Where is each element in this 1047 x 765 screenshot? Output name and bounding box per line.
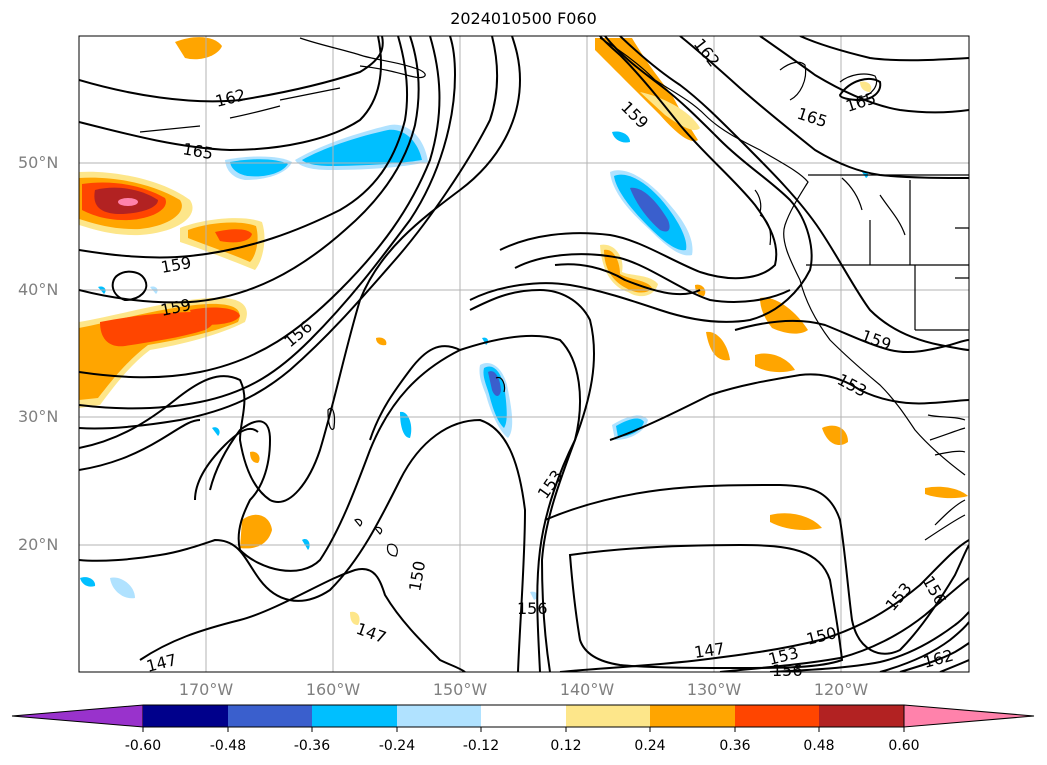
colorbar-tick-label: -0.60 (124, 738, 162, 754)
colorbar-swatch (735, 705, 819, 727)
contour-153 (209, 334, 581, 672)
contour-label: 165 (795, 104, 830, 132)
positive-anomaly-w3 (79, 297, 247, 408)
contour-labels: 162 165 159 159 156 147 150 153 156 147 … (144, 35, 955, 680)
colorbar-tick-label: -0.36 (293, 738, 331, 754)
lat-label: 30°N (18, 407, 59, 426)
contour-label: 147 (693, 639, 726, 662)
colorbar-swatch (650, 705, 735, 727)
contour-label: 147 (354, 619, 389, 647)
colorbar-extend-high (903, 704, 1035, 728)
contour-147-e (568, 543, 844, 669)
colorbar-tick-label: 0.12 (550, 738, 582, 754)
colorbar-tick-label: -0.12 (462, 738, 500, 754)
colorbar-tick-label: 0.24 (634, 738, 666, 754)
contour-165-nw (79, 36, 382, 152)
colorbar-tick-label: -0.24 (378, 738, 416, 754)
colorbar-tick-label: 0.36 (719, 738, 751, 754)
height-contours (79, 36, 969, 672)
positive-anomaly-c3 (706, 331, 730, 361)
contour-label: 150 (405, 559, 429, 592)
positive-anomaly-c5 (822, 425, 848, 446)
positive-anomaly-c7 (925, 486, 968, 499)
contour-162-nw (79, 36, 384, 103)
lon-label: 150°W (432, 680, 488, 699)
contour-147-w (139, 568, 466, 672)
positive-anomaly-c2 (760, 297, 808, 334)
contour-label: 165 (181, 139, 214, 163)
positive-anomaly-nw (79, 171, 193, 236)
contour-159-e (734, 319, 969, 354)
negative-anomaly-aleutian (225, 124, 428, 180)
colorbar-swatch (481, 705, 566, 727)
colorbar-extend-low (11, 704, 144, 728)
contour-label: 162 (213, 85, 247, 111)
colorbar-swatch (397, 705, 481, 727)
positive-anomaly-w2 (180, 218, 265, 270)
positive-anomaly-nw-top (175, 37, 222, 60)
contour-label: 156 (280, 317, 316, 351)
lon-label: 140°W (559, 680, 615, 699)
shading-layer (79, 37, 968, 625)
contour-label: 156 (772, 661, 803, 680)
negative-anomaly-central (400, 362, 648, 440)
lat-label: 40°N (18, 280, 59, 299)
contour-label: 153 (834, 370, 870, 401)
colorbar-swatch (143, 705, 228, 727)
contour-label: 156 (517, 599, 548, 618)
colorbar-swatch (819, 705, 904, 727)
contour-156 (79, 36, 441, 379)
contour-label: 159 (617, 97, 652, 132)
contour-165-e (759, 36, 969, 114)
lon-label: 170°W (178, 680, 234, 699)
lon-label: 130°W (686, 680, 742, 699)
positive-anomaly-c6 (770, 513, 822, 530)
contour-label: 153 (534, 466, 567, 502)
map-frame (78, 35, 970, 673)
lon-label: 160°W (305, 680, 361, 699)
contour-label: 156 (919, 573, 951, 609)
contour-label: 159 (859, 326, 894, 354)
colorbar-tick-label: 0.60 (888, 738, 920, 754)
contour-159-a (79, 36, 409, 259)
lon-label: 120°W (813, 680, 869, 699)
colorbar-tick-label: -0.48 (209, 738, 247, 754)
colorbar (11, 704, 1035, 732)
colorbar-swatch (312, 705, 397, 727)
positive-anomaly-c8 (240, 514, 272, 549)
colorbar-swatch (228, 705, 312, 727)
negative-anomaly-ne (610, 131, 693, 256)
positive-anomaly-c4 (755, 353, 795, 373)
contour-label: 150 (804, 623, 838, 649)
lat-label: 50°N (18, 153, 59, 172)
colorbar-tick-label: 0.48 (803, 738, 835, 754)
contour-label: 159 (159, 253, 192, 277)
map-title: 2024010500 F060 (450, 9, 597, 28)
contour-153-e (609, 373, 969, 441)
coastlines (139, 37, 969, 557)
contour-150 (79, 418, 527, 672)
lat-label: 20°N (18, 535, 59, 554)
contour-label: 162 (690, 35, 724, 71)
colorbar-swatch (566, 705, 650, 727)
graticule (79, 36, 969, 672)
